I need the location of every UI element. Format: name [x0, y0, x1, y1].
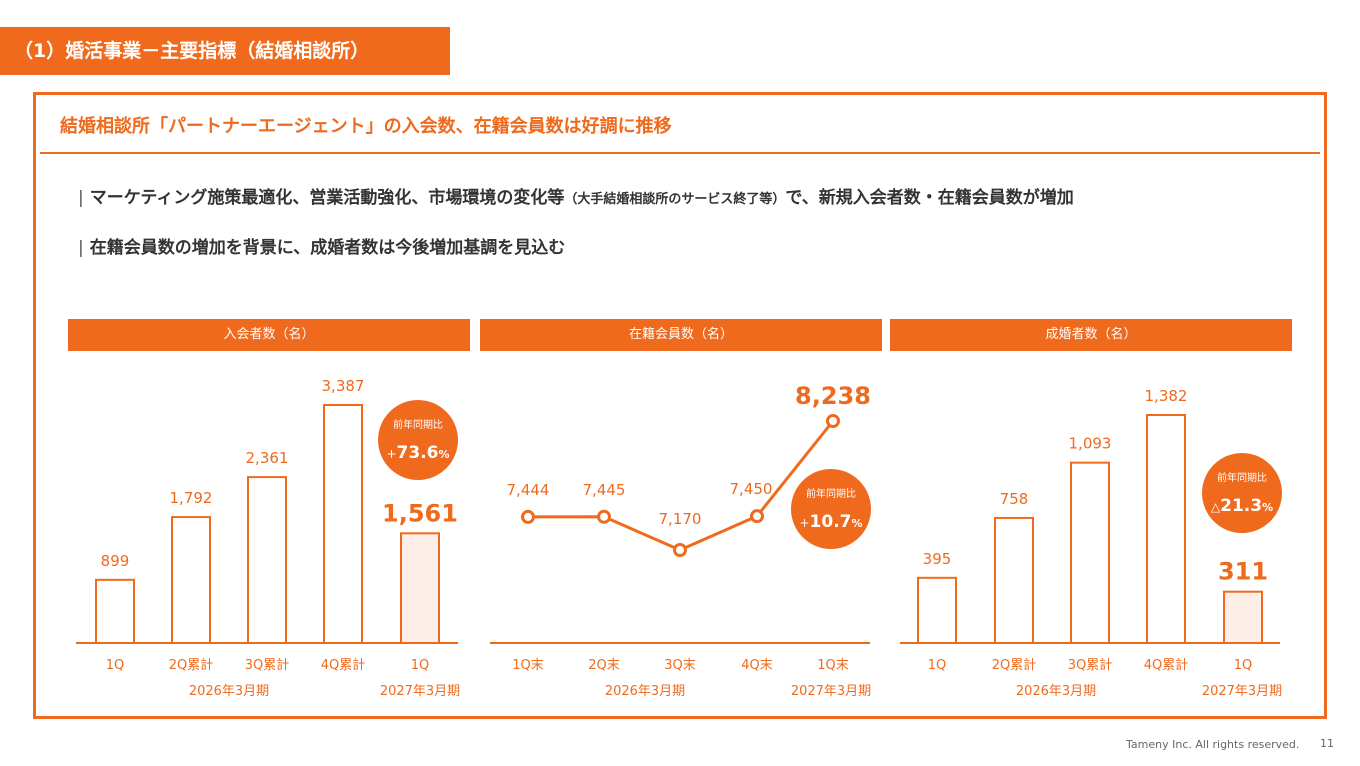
chart-1-value-label: 3,387	[322, 377, 365, 395]
chart-1-value-label: 1,561	[382, 499, 458, 527]
chart-2-category-label: 1Q末	[817, 658, 849, 673]
chart-1-bar	[95, 578, 135, 645]
chart-3-value-label: 395	[923, 550, 952, 568]
yoy-number: 10.7	[810, 512, 852, 532]
yoy-sign: △	[1211, 500, 1221, 514]
bullet-1-end: で、新規入会者数・在籍会員数が増加	[785, 188, 1074, 208]
chart-3-bar	[994, 516, 1034, 645]
chart-3-yoy-value: △21.3%	[1211, 496, 1273, 516]
chart-3-title: 成婚者数（名）	[890, 319, 1292, 351]
chart-1-bar	[171, 516, 211, 645]
chart-2-point	[826, 414, 840, 428]
chart-3-bar	[1070, 461, 1110, 645]
chart-3-category-label: 1Q	[928, 658, 947, 673]
bullet-marker: |	[78, 238, 84, 258]
chart-2-category-label: 3Q末	[664, 658, 696, 673]
chart-2-series-line	[527, 420, 835, 552]
chart-1-category-label: 1Q	[411, 658, 430, 673]
chart-2-value-label: 7,450	[730, 480, 773, 498]
content-frame	[33, 92, 1327, 719]
chart-2-title: 在籍会員数（名）	[480, 319, 882, 351]
chart-3-category-label: 4Q累計	[1144, 657, 1189, 673]
chart-2-value-label: 7,445	[583, 481, 626, 499]
chart-2-yoy-badge	[791, 469, 871, 549]
chart-3-value-label: 1,093	[1069, 435, 1112, 453]
chart-2-category-label: 4Q末	[741, 658, 773, 673]
chart-3-category-label: 2Q累計	[992, 657, 1037, 673]
chart-3-category-label: 1Q	[1234, 658, 1253, 673]
chart-1-value-label: 2,361	[246, 449, 289, 467]
chart-2-value-label: 7,170	[659, 510, 702, 528]
chart-3-bar	[917, 576, 957, 644]
chart-2-point	[673, 542, 687, 557]
chart-3-period-label: 2027年3月期	[1202, 684, 1282, 699]
yoy-number: 21.3	[1220, 496, 1262, 516]
page-number: 11	[1320, 737, 1334, 750]
bullet-2: | 在籍会員数の増加を背景に、成婚者数は今後増加基調を見込む	[78, 233, 565, 258]
chart-3-value-label: 758	[1000, 490, 1029, 508]
chart-2-value-label: 7,444	[507, 481, 550, 499]
chart-2-point	[597, 509, 611, 524]
chart-2-yoy-label: 前年同期比	[806, 487, 856, 500]
yoy-number: 73.6	[397, 443, 439, 463]
chart-2-yoy-value: +10.7%	[799, 512, 862, 532]
bullet-1-note: （大手結婚相談所のサービス終了等）	[564, 192, 786, 207]
chart-2-period-label: 2026年3月期	[605, 684, 685, 699]
yoy-unit: %	[851, 517, 862, 530]
chart-1-category-label: 2Q累計	[169, 657, 214, 673]
copyright-text: Tameny Inc. All rights reserved.	[1126, 738, 1300, 751]
chart-1-yoy-badge	[378, 400, 458, 480]
chart-1-period-label: 2026年3月期	[189, 684, 269, 699]
chart-1-value-label: 1,792	[170, 489, 213, 507]
bullet-1: | マーケティング施策最適化、営業活動強化、市場環境の変化等（大手結婚相談所のサー…	[78, 183, 1074, 208]
chart-2-point	[521, 509, 535, 524]
chart-2-point	[750, 509, 764, 524]
chart-1-bar	[323, 404, 363, 644]
bullet-marker: |	[78, 188, 84, 208]
chart-3-yoy-badge	[1202, 453, 1282, 533]
bullet-1-main: マーケティング施策最適化、営業活動強化、市場環境の変化等	[89, 188, 565, 208]
page-header: （1）婚活事業－主要指標（結婚相談所）	[0, 27, 450, 75]
chart-3-yoy-label: 前年同期比	[1217, 471, 1267, 484]
bullet-2-main: 在籍会員数の増加を背景に、成婚者数は今後増加基調を見込む	[89, 238, 566, 258]
chart-1-category-label: 3Q累計	[245, 657, 290, 673]
chart-3-category-label: 3Q累計	[1068, 657, 1113, 673]
chart-2-category-label: 1Q末	[512, 658, 544, 673]
chart-1-yoy-label: 前年同期比	[393, 418, 443, 431]
chart-3-period-label: 2026年3月期	[1016, 684, 1096, 699]
chart-3-bar	[1146, 414, 1186, 644]
chart-2-value-label: 8,238	[795, 382, 871, 410]
section-subtitle: 結婚相談所「パートナーエージェント」の入会数、在籍会員数は好調に推移	[60, 116, 672, 137]
chart-2-period-label: 2027年3月期	[791, 684, 871, 699]
chart-3-value-label: 311	[1218, 558, 1268, 586]
section-divider	[40, 152, 1320, 154]
yoy-unit: %	[438, 448, 449, 461]
page-title: （1）婚活事業－主要指標（結婚相談所）	[14, 40, 370, 62]
chart-1-period-label: 2027年3月期	[380, 684, 460, 699]
yoy-unit: %	[1262, 501, 1273, 514]
yoy-sign: +	[799, 516, 809, 530]
chart-1-category-label: 4Q累計	[321, 657, 366, 673]
chart-1-yoy-value: +73.6%	[386, 443, 449, 463]
chart-1-bar	[247, 476, 287, 645]
chart-1-category-label: 1Q	[106, 658, 125, 673]
chart-1-bar	[400, 532, 440, 645]
chart-3-value-label: 1,382	[1145, 387, 1188, 405]
yoy-sign: +	[386, 447, 396, 461]
chart-1-title: 入会者数（名）	[68, 319, 470, 351]
chart-2-category-label: 2Q末	[588, 658, 620, 673]
chart-3-bar	[1223, 590, 1263, 645]
chart-1-value-label: 899	[101, 552, 130, 570]
